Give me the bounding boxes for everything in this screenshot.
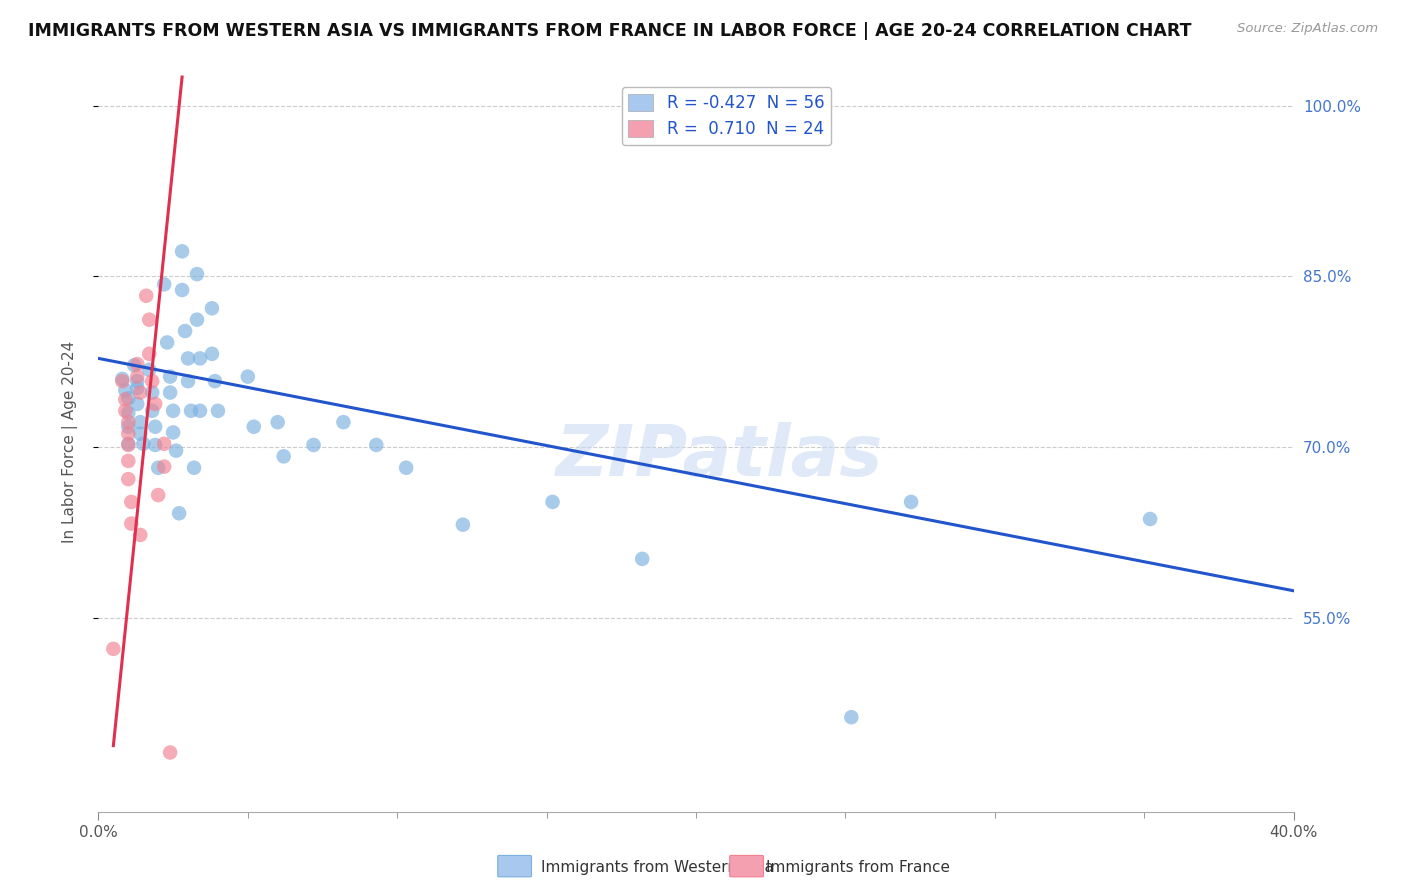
Point [143, 419, 166, 434]
Point [188, 404, 211, 418]
Point [129, 426, 152, 441]
Point [103, 641, 125, 656]
Point [207, 404, 229, 418]
Point [177, 374, 200, 388]
Point [167, 506, 190, 520]
Point [111, 374, 134, 388]
Point [143, 438, 166, 452]
Point [141, 385, 163, 400]
Point [159, 369, 181, 384]
Point [141, 404, 163, 418]
Point [302, 438, 325, 452]
Point [117, 472, 139, 486]
Point [120, 495, 142, 509]
Point [138, 363, 160, 377]
Point [188, 351, 211, 366]
Point [451, 517, 474, 532]
Point [172, 283, 194, 297]
Point [127, 357, 149, 371]
Point [111, 372, 134, 386]
Point [1139, 512, 1161, 526]
Point [117, 415, 139, 429]
Point [162, 404, 184, 418]
Point [117, 426, 139, 441]
Point [148, 488, 170, 502]
Text: Source: ZipAtlas.com: Source: ZipAtlas.com [1237, 22, 1378, 36]
Point [148, 460, 170, 475]
Point [127, 397, 149, 411]
Point [138, 312, 160, 326]
Point [129, 385, 152, 400]
Legend: R = -0.427  N = 56, R =  0.710  N = 24: R = -0.427 N = 56, R = 0.710 N = 24 [621, 87, 831, 145]
Point [156, 335, 179, 350]
Point [172, 244, 194, 259]
Point [159, 385, 181, 400]
Point [366, 438, 388, 452]
Point [127, 369, 149, 384]
Point [162, 425, 184, 440]
Text: ZIPatlas: ZIPatlas [557, 422, 883, 491]
Point [541, 495, 564, 509]
Point [631, 552, 654, 566]
Point [174, 324, 197, 338]
Point [132, 437, 155, 451]
Point [201, 301, 224, 316]
Y-axis label: In Labor Force | Age 20-24: In Labor Force | Age 20-24 [62, 341, 77, 542]
Point [117, 437, 139, 451]
Point [127, 381, 149, 395]
Point [135, 289, 157, 303]
Point [114, 384, 136, 398]
Point [114, 404, 136, 418]
Point [153, 277, 176, 292]
Point [165, 443, 187, 458]
Point [332, 415, 354, 429]
Point [129, 528, 152, 542]
Point [141, 374, 163, 388]
Point [117, 406, 139, 420]
Point [236, 369, 259, 384]
Point [204, 374, 226, 388]
Point [153, 437, 176, 451]
Point [124, 358, 146, 372]
Point [180, 404, 202, 418]
Point [395, 460, 418, 475]
Point [243, 419, 266, 434]
Point [117, 419, 139, 434]
Point [186, 267, 208, 281]
Point [159, 746, 181, 760]
Text: Immigrants from Western Asia: Immigrants from Western Asia [541, 860, 775, 874]
Point [267, 415, 290, 429]
Point [117, 391, 139, 405]
Point [117, 438, 139, 452]
Point [127, 374, 149, 388]
Point [841, 710, 863, 724]
Point [114, 392, 136, 407]
Point [120, 516, 142, 531]
Point [177, 351, 200, 366]
Point [183, 460, 205, 475]
Text: IMMIGRANTS FROM WESTERN ASIA VS IMMIGRANTS FROM FRANCE IN LABOR FORCE | AGE 20-2: IMMIGRANTS FROM WESTERN ASIA VS IMMIGRAN… [28, 22, 1192, 40]
Point [138, 347, 160, 361]
Point [273, 450, 295, 464]
Point [117, 454, 139, 468]
Point [129, 415, 152, 429]
Point [186, 312, 208, 326]
Point [201, 347, 224, 361]
Text: Immigrants from France: Immigrants from France [766, 860, 950, 874]
Point [143, 397, 166, 411]
Point [900, 495, 922, 509]
Point [153, 459, 176, 474]
